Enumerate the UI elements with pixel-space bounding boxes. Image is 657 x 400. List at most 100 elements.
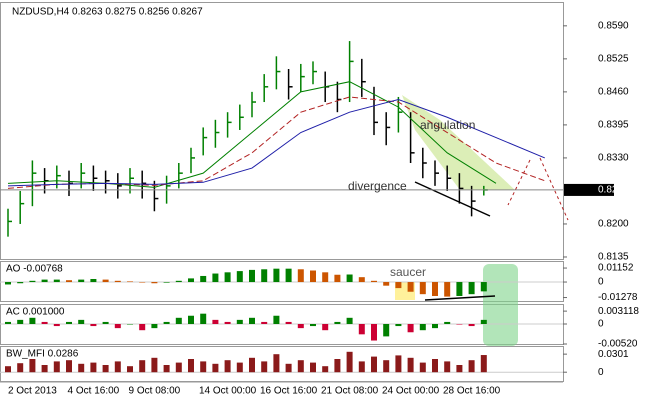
histogram-bar [407,282,414,292]
y-tick-label: 0.8200 [598,219,629,230]
histogram-bar [212,363,219,373]
histogram-bar [334,274,341,283]
x-tick-label: 9 Oct 08:00 [129,386,181,397]
histogram-bar [371,324,377,341]
histogram-bar [102,321,109,324]
histogram-bar [5,321,11,324]
histogram-bar [322,366,329,373]
annotation: divergence [348,179,407,193]
histogram-bar [322,272,329,283]
histogram-bar [175,362,182,373]
last-price-box [564,183,614,196]
histogram-bar [127,324,133,325]
histogram-bar [310,324,316,327]
histogram-bar [273,268,280,283]
histogram-bar [395,282,402,289]
x-tick-label: 14 Oct 00:00 [199,386,257,397]
histogram-bar [17,282,24,284]
angulation-area [402,95,515,190]
histogram-bar [395,324,402,327]
histogram-bar [200,275,207,283]
histogram-bar [310,362,316,373]
last-price-label: 0.8267 [598,185,629,196]
histogram-bar [41,279,48,283]
y-tick-label: 0 [598,319,604,330]
annotation: angulation [420,118,475,132]
histogram-bar [346,274,353,283]
histogram-bar [371,356,377,373]
histogram-bar [444,282,451,297]
histogram-bar [90,362,97,373]
x-tick-label: 2 Oct 2013 [8,386,57,397]
y-tick-label: 0.01152 [598,263,634,274]
histogram-bar [273,315,280,324]
histogram-bar [383,360,390,373]
histogram-bar [139,360,146,373]
histogram-bar [346,351,353,373]
histogram-bar [468,360,475,373]
indicator-line [7,81,497,188]
x-tick-label: 21 Oct 08:00 [321,386,379,397]
histogram-bar [224,272,231,283]
histogram-bar [114,324,121,329]
histogram-bar [419,324,426,331]
histogram-bar [310,270,316,283]
histogram-bar [5,282,11,285]
histogram-bar [41,365,48,373]
histogram-bar [419,362,426,373]
histogram-bar [285,363,292,373]
histogram-bar [249,317,255,324]
histogram-bar [480,319,487,324]
histogram-bar [102,365,109,373]
histogram-bar [236,362,243,373]
panel-title: BW_MFI 0.0286 [6,349,79,360]
histogram-bar [456,282,463,296]
histogram-bar [200,361,207,373]
y-tick-label: 0.8135 [598,252,629,263]
histogram-bar [432,324,438,329]
histogram-bar [480,355,487,373]
y-tick-label: 0 [598,367,604,378]
x-tick-label: 4 Oct 16:00 [68,386,120,397]
histogram-bar [383,282,390,286]
ao-panel [0,261,564,302]
y-tick-label: -0.00520 [598,339,638,350]
histogram-bar [90,324,97,327]
y-tick-label: 0.8460 [598,87,629,98]
histogram-bar [127,281,133,283]
histogram-bar [66,360,72,373]
histogram-bar [90,278,97,283]
histogram-bar [261,361,268,373]
histogram-bar [456,365,463,373]
histogram-bar [456,324,463,325]
histogram-bar [53,324,60,327]
histogram-bar [468,282,475,295]
histogram-bar [334,359,341,373]
histogram-bar [297,324,304,329]
price-panel [0,2,564,260]
histogram-bar [163,321,170,324]
histogram-bar [249,357,255,373]
histogram-bar [151,282,158,284]
histogram-bar [297,269,304,283]
histogram-bar [163,282,170,283]
y-tick-label: 0.8395 [598,120,629,131]
histogram-bar [29,317,36,324]
x-tick-label: 24 Oct 00:00 [382,386,440,397]
y-tick-label: 0 [598,277,604,288]
histogram-bar [468,324,475,327]
histogram-bar [407,324,414,333]
histogram-bar [285,268,292,283]
y-tick-label: 0.8590 [598,20,629,31]
histogram-bar [188,359,194,373]
histogram-bar [236,271,243,283]
histogram-bar [175,317,182,324]
histogram-bar [127,366,133,373]
histogram-bar [346,317,353,324]
histogram-bar [212,273,219,283]
histogram-bar [285,321,292,324]
histogram-bar [102,279,109,283]
histogram-bar [358,277,365,283]
histogram-bar [273,354,280,373]
histogram-bar [188,278,194,283]
